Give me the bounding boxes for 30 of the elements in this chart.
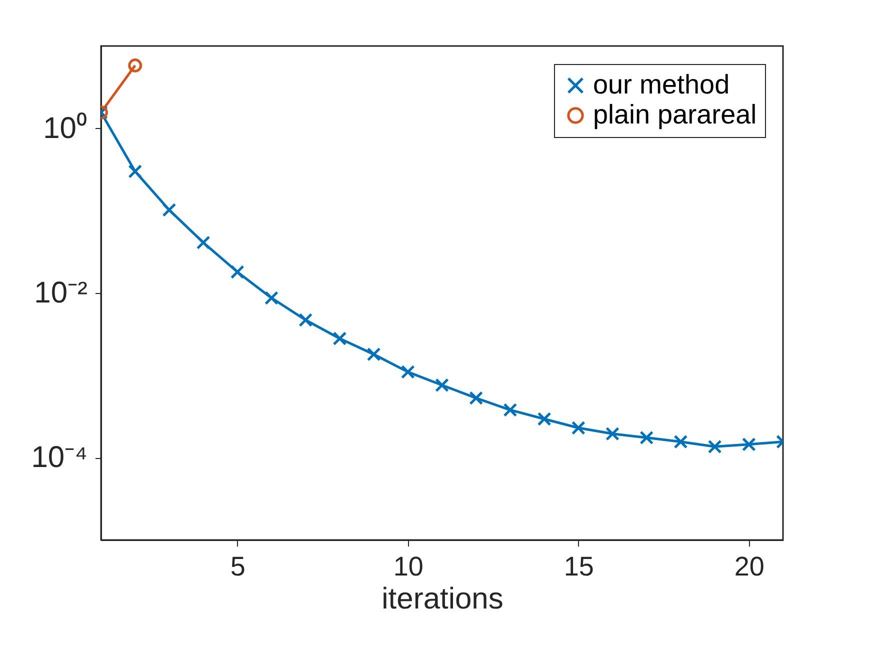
point	[366, 347, 381, 362]
point	[435, 378, 449, 392]
x-tick-label: 10	[393, 552, 424, 582]
y-tick-label: 10⁰	[43, 112, 88, 145]
point	[674, 434, 688, 449]
point	[606, 426, 620, 441]
point	[571, 420, 586, 435]
legend-label: plain parareal	[593, 100, 757, 130]
point	[332, 332, 347, 346]
point	[400, 364, 415, 379]
point	[469, 391, 484, 405]
point	[230, 265, 244, 279]
x-axis-title: iterations	[382, 582, 504, 616]
point	[264, 291, 278, 305]
y-tick-label: 10⁻⁴	[31, 441, 88, 474]
point	[503, 402, 518, 417]
point	[196, 236, 210, 250]
point	[128, 58, 142, 72]
y-tick-label: 10⁻²	[34, 276, 88, 310]
x-tick-label: 20	[734, 552, 764, 582]
x-tick-label: 5	[230, 552, 246, 582]
point	[708, 440, 722, 454]
point	[640, 430, 654, 445]
point	[742, 437, 756, 452]
point	[298, 313, 313, 327]
x-tick-label: 15	[564, 552, 594, 582]
point	[537, 412, 552, 426]
point	[162, 203, 176, 217]
legend-label: our method	[593, 70, 730, 100]
point	[128, 164, 142, 178]
